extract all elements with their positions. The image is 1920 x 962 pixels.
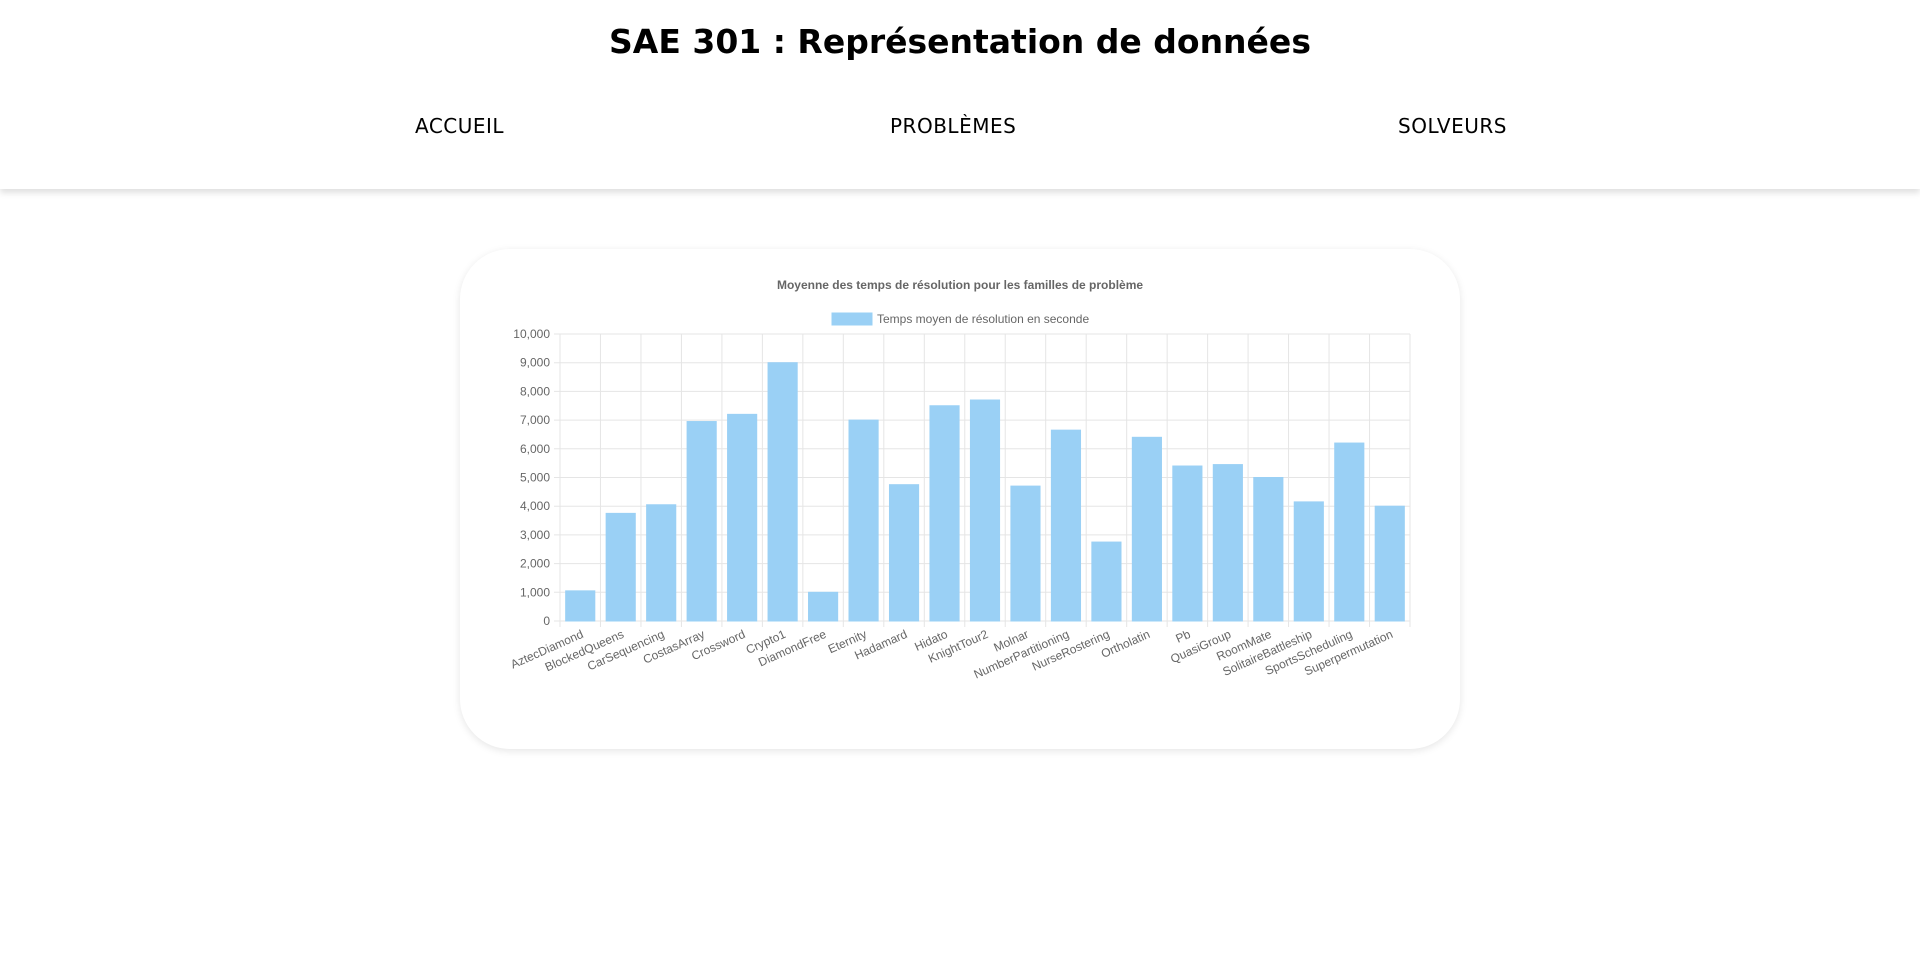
chart-card: Moyenne des temps de résolution pour les… xyxy=(460,249,1460,749)
y-tick-label: 1,000 xyxy=(520,585,550,599)
site-header: SAE 301 : Représentation de données ACCU… xyxy=(0,0,1920,189)
bar-molnar[interactable] xyxy=(1010,485,1041,622)
nav-solveurs[interactable]: SOLVEURS xyxy=(1398,114,1507,138)
y-tick-label: 0 xyxy=(543,614,550,628)
x-tick-label: Pb xyxy=(1173,627,1192,646)
bar-nurserostering[interactable] xyxy=(1091,541,1122,622)
y-tick-label: 5,000 xyxy=(520,471,550,485)
legend-label[interactable]: Temps moyen de résolution en seconde xyxy=(877,312,1089,326)
bar-roommate[interactable] xyxy=(1253,477,1284,622)
bar-numberpartitioning[interactable] xyxy=(1050,429,1082,622)
y-tick-label: 4,000 xyxy=(520,499,550,513)
bar-costasarray[interactable] xyxy=(686,421,717,622)
site-title: SAE 301 : Représentation de données xyxy=(609,22,1311,61)
bar-hadamard[interactable] xyxy=(888,484,920,622)
y-tick-label: 9,000 xyxy=(520,356,550,370)
bar-quasigroup[interactable] xyxy=(1212,464,1243,622)
bar-sportsscheduling[interactable] xyxy=(1334,442,1365,622)
bar-aztecdiamond[interactable] xyxy=(565,590,596,622)
legend-swatch xyxy=(831,312,873,326)
bar-solitairebattleship[interactable] xyxy=(1293,501,1324,622)
bar-pb[interactable] xyxy=(1172,465,1203,622)
y-tick-label: 10,000 xyxy=(513,327,550,341)
bar-crypto1[interactable] xyxy=(767,362,798,622)
bar-eternity[interactable] xyxy=(848,419,879,622)
bar-diamondfree[interactable] xyxy=(808,591,839,622)
bar-ortholatin[interactable] xyxy=(1131,436,1162,622)
y-tick-label: 2,000 xyxy=(520,557,550,571)
nav-accueil[interactable]: ACCUEIL xyxy=(415,114,505,138)
y-tick-label: 7,000 xyxy=(520,413,550,427)
bar-crossword[interactable] xyxy=(727,413,758,622)
bar-chart: Moyenne des temps de résolution pour les… xyxy=(508,278,1411,682)
y-tick-label: 6,000 xyxy=(520,442,550,456)
bar-knighttour2[interactable] xyxy=(969,399,1001,622)
bar-superpermutation[interactable] xyxy=(1374,505,1405,622)
bar-carsequencing[interactable] xyxy=(646,504,677,622)
nav-problemes[interactable]: PROBLÈMES xyxy=(890,114,1017,138)
bar-hidato[interactable] xyxy=(929,405,960,622)
chart-title: Moyenne des temps de résolution pour les… xyxy=(777,278,1143,292)
bar-blockedqueens[interactable] xyxy=(605,512,636,622)
y-tick-label: 8,000 xyxy=(520,384,550,398)
y-tick-label: 3,000 xyxy=(520,528,550,542)
